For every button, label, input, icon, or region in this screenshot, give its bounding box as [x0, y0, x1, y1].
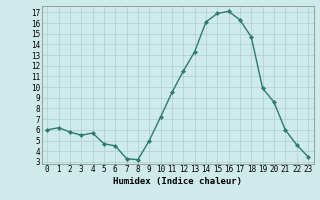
X-axis label: Humidex (Indice chaleur): Humidex (Indice chaleur): [113, 177, 242, 186]
